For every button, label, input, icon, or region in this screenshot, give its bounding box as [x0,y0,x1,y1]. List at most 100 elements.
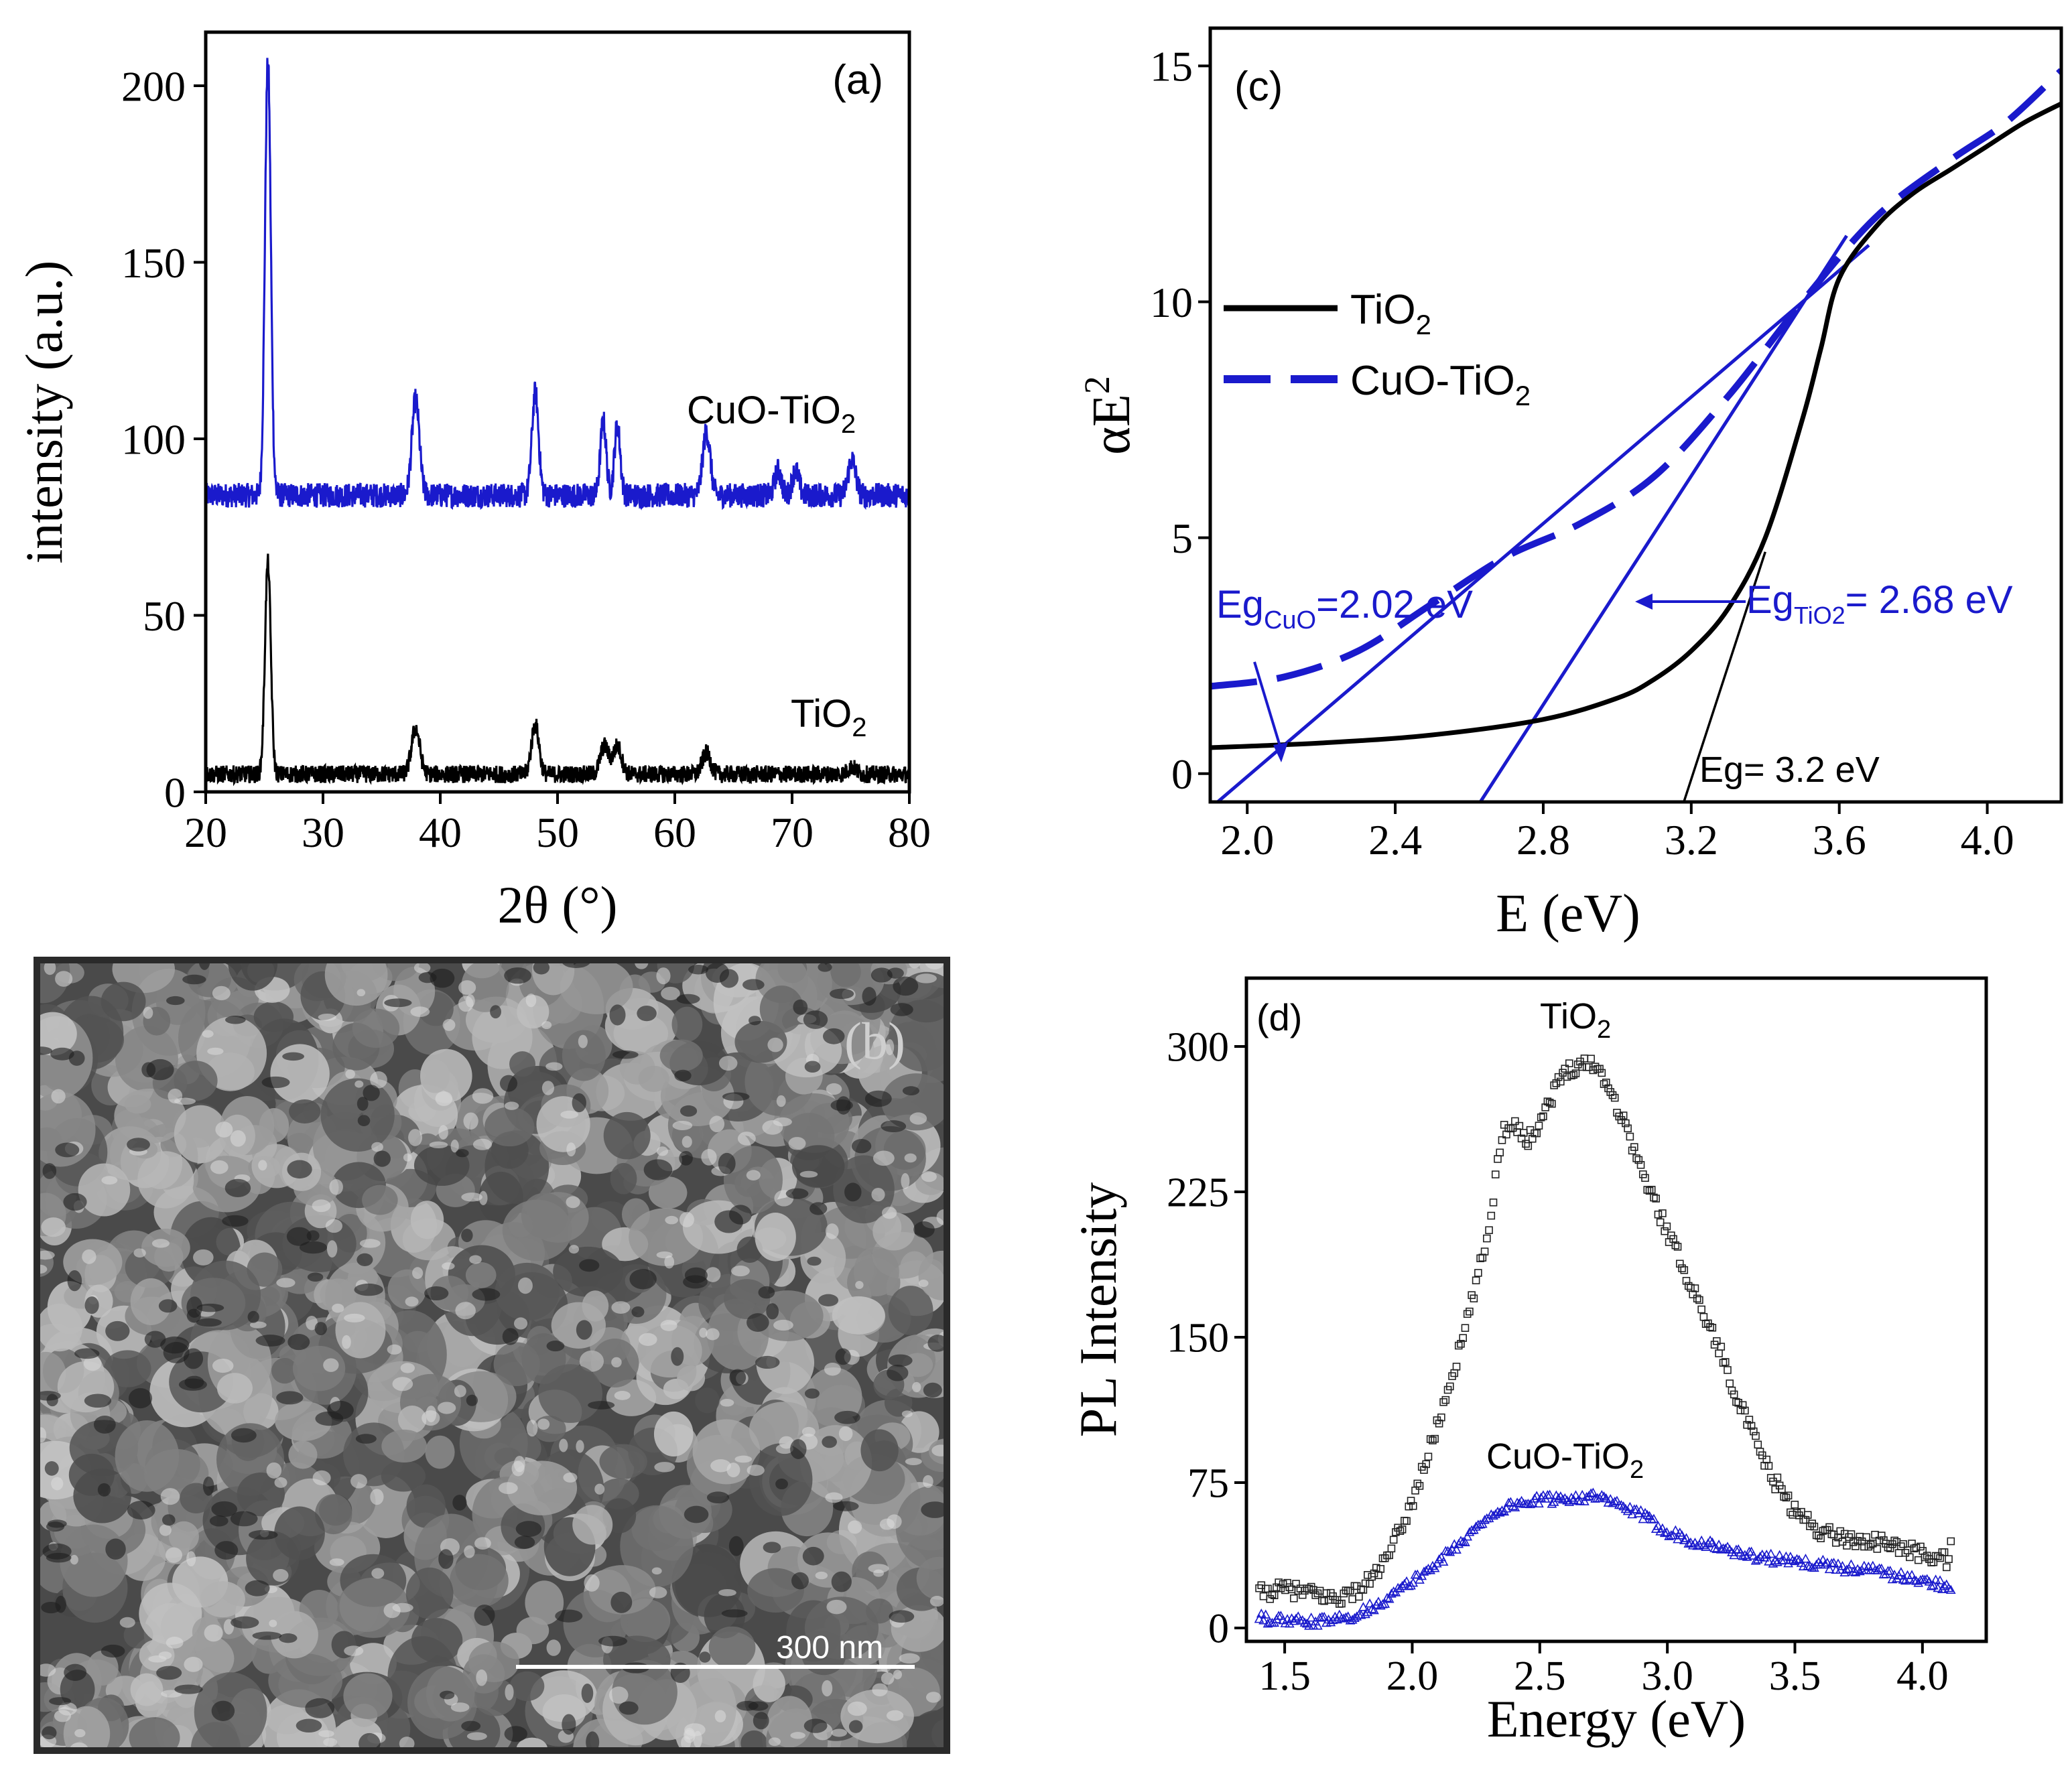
pl-point-cuo-tio2 [1616,1499,1626,1509]
pl-point-tio2 [1738,1401,1747,1410]
pl-point-cuo-tio2 [1659,1527,1670,1538]
sem-grain [830,960,861,988]
sem-shadow [504,1726,527,1742]
sem-shadow [870,967,893,983]
sem-grain [37,1303,83,1352]
sem-highlight [454,1385,466,1398]
sem-highlight [776,1095,786,1107]
pl-point-tio2 [1825,1523,1833,1532]
pl-point-cuo-tio2 [1929,1580,1939,1590]
sem-grain [246,1531,300,1586]
pl-point-cuo-tio2 [1559,1493,1570,1503]
pl-point-cuo-tio2 [1299,1617,1310,1627]
pl-point-tio2 [1424,1452,1433,1461]
sem-highlight [660,1320,677,1331]
pl-point-tio2 [1829,1530,1838,1539]
sem-highlight [709,1115,725,1133]
pl-point-tio2 [1652,1195,1660,1203]
sem-shadow [55,1595,66,1613]
sem-shadow [755,1355,780,1369]
annotation-eg-tio2: EgTiO2= 2.68 eV [1746,578,2013,629]
sem-grain [271,1357,298,1384]
sem-shadow [357,1097,369,1111]
pl-point-tio2 [1661,1227,1669,1235]
pl-point-tio2 [1557,1077,1565,1086]
sem-highlight [392,1377,413,1391]
pl-point-tio2 [1654,1210,1663,1219]
pl-point-tio2 [1706,1322,1714,1331]
sem-shadow [355,1434,377,1444]
pl-point-tio2 [1760,1461,1768,1470]
legend-label-tio2: TiO2 [1350,287,1431,340]
pl-point-cuo-tio2 [1397,1580,1407,1590]
pl-point-tio2 [1945,1555,1953,1563]
sem-shadow [490,1005,501,1019]
pl-point-cuo-tio2 [1755,1552,1765,1561]
sem-grain [872,1212,915,1251]
arrowhead-eg-tio2 [1635,594,1653,610]
pl-point-tio2 [1684,1282,1693,1290]
sem-shadow [890,1003,913,1016]
sem-shadow [245,1580,270,1596]
pl-point-tio2 [1890,1536,1898,1545]
sem-highlight [413,962,431,973]
sem-highlight [325,1219,343,1233]
sem-grain [381,1460,426,1492]
pl-point-cuo-tio2 [1451,1544,1462,1554]
pl-point-cuo-tio2 [1805,1561,1815,1570]
sem-grain [324,960,388,1006]
sem-highlight [408,1129,423,1146]
pl-point-cuo-tio2 [1705,1535,1715,1545]
pl-point-tio2 [1724,1366,1732,1374]
pl-point-cuo-tio2 [1943,1582,1954,1592]
pl-point-tio2 [1921,1553,1929,1562]
pl-point-cuo-tio2 [1876,1563,1887,1573]
pl-point-cuo-tio2 [1313,1620,1323,1630]
pl-point-cuo-tio2 [1620,1503,1631,1513]
sem-grain [174,1105,228,1164]
sem-grain [881,1073,947,1131]
sem-highlight [909,1112,927,1125]
pl-point-cuo-tio2 [1419,1566,1429,1576]
pl-point-cuo-tio2 [1855,1566,1865,1576]
pl-point-tio2 [1600,1080,1608,1088]
sem-highlight [399,1737,415,1751]
sem-grain [288,1440,318,1469]
sem-shadow [676,994,700,1004]
sem-highlight [55,971,73,987]
y-tick-label: 10 [1150,279,1193,326]
sem-grain [216,1373,253,1404]
pl-point-tio2 [1411,1487,1419,1495]
sem-shadow [923,1382,942,1398]
sem-highlight [455,1302,476,1320]
pl-point-tio2 [1691,1284,1699,1292]
sem-highlight [143,1006,153,1019]
pl-point-cuo-tio2 [1885,1566,1896,1575]
pl-point-tio2 [1764,1462,1773,1470]
sem-highlight [403,1153,412,1162]
sem-shadow [834,1410,860,1424]
pl-point-cuo-tio2 [1284,1618,1295,1628]
sem-highlight [526,1420,538,1437]
pl-point-tio2 [1457,1340,1465,1348]
sem-shadow [224,1178,251,1198]
pl-point-tio2 [1454,1341,1463,1350]
pl-point-tio2 [1491,1170,1500,1178]
pl-point-cuo-tio2 [1501,1503,1512,1513]
sem-grain [653,1411,694,1457]
sem-highlight [435,1091,453,1106]
sem-grain [506,1460,578,1515]
sem-highlight [159,1524,172,1536]
pl-point-cuo-tio2 [1427,1560,1438,1570]
sem-shadow [211,1700,235,1721]
sem-grain [484,1130,549,1205]
x-tick-label: 70 [771,809,814,856]
y-tick-label: 5 [1171,515,1193,562]
sem-highlight [611,1357,622,1368]
pl-point-cuo-tio2 [1640,1507,1650,1517]
legend-label-cuo-tio2: CuO-TiO2 [1350,358,1531,411]
pl-point-cuo-tio2 [1408,1577,1419,1587]
sem-highlight [710,1459,731,1473]
sem-highlight [429,1141,448,1149]
